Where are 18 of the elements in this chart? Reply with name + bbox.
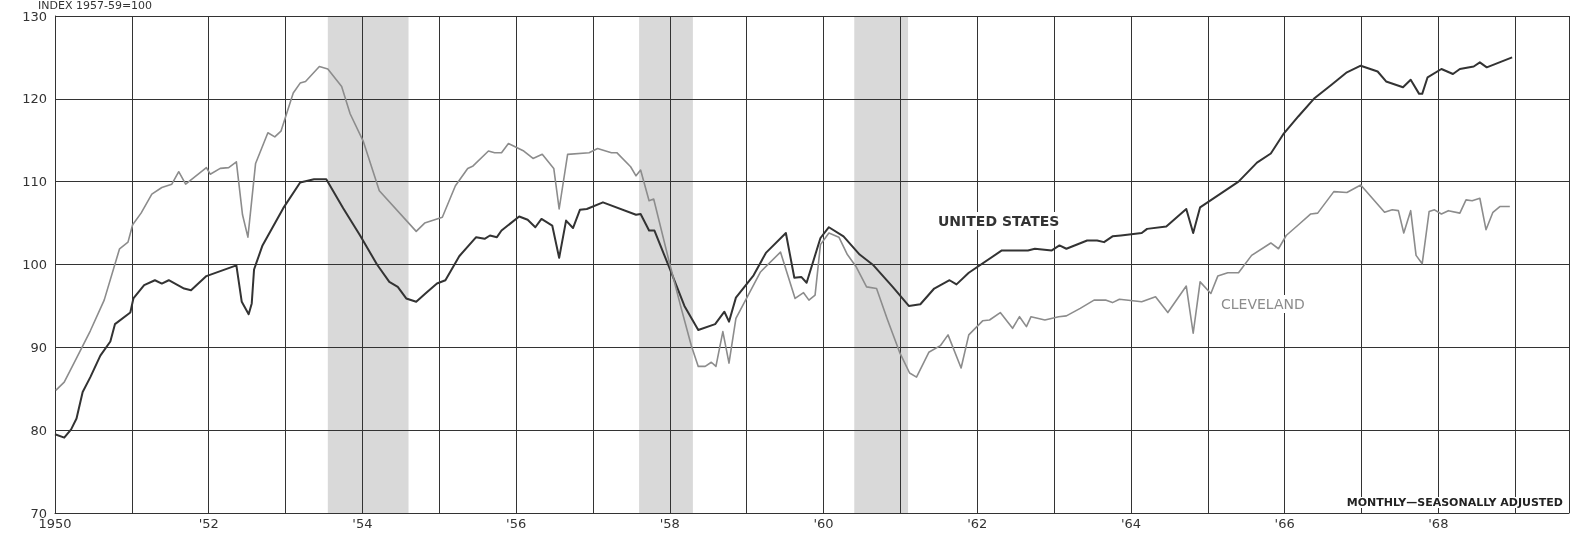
x-tick-label: '58 (659, 516, 680, 531)
series-label: CLEVELAND (1221, 296, 1305, 312)
x-tick-label: '66 (1274, 516, 1295, 531)
x-tick-label: '64 (1120, 516, 1141, 531)
y-tick-label: 110 (22, 174, 47, 190)
y-tick-label: 90 (30, 339, 47, 355)
annotation: MONTHLY—SEASONALLY ADJUSTED (1346, 496, 1564, 509)
series-label: UNITED STATES (938, 213, 1060, 229)
x-tick-label: '62 (967, 516, 988, 531)
x-tick-label: '60 (813, 516, 834, 531)
y-tick-label: 120 (22, 91, 47, 107)
y-tick-label: 100 (22, 257, 47, 272)
y-tick-label: 80 (30, 422, 47, 438)
x-tick-label: 1950 (38, 516, 72, 531)
x-tick-label: '54 (352, 516, 373, 531)
x-tick-label: '52 (198, 516, 219, 531)
x-tick-label: '56 (506, 516, 527, 531)
x-tick-label: '68 (1428, 516, 1449, 531)
